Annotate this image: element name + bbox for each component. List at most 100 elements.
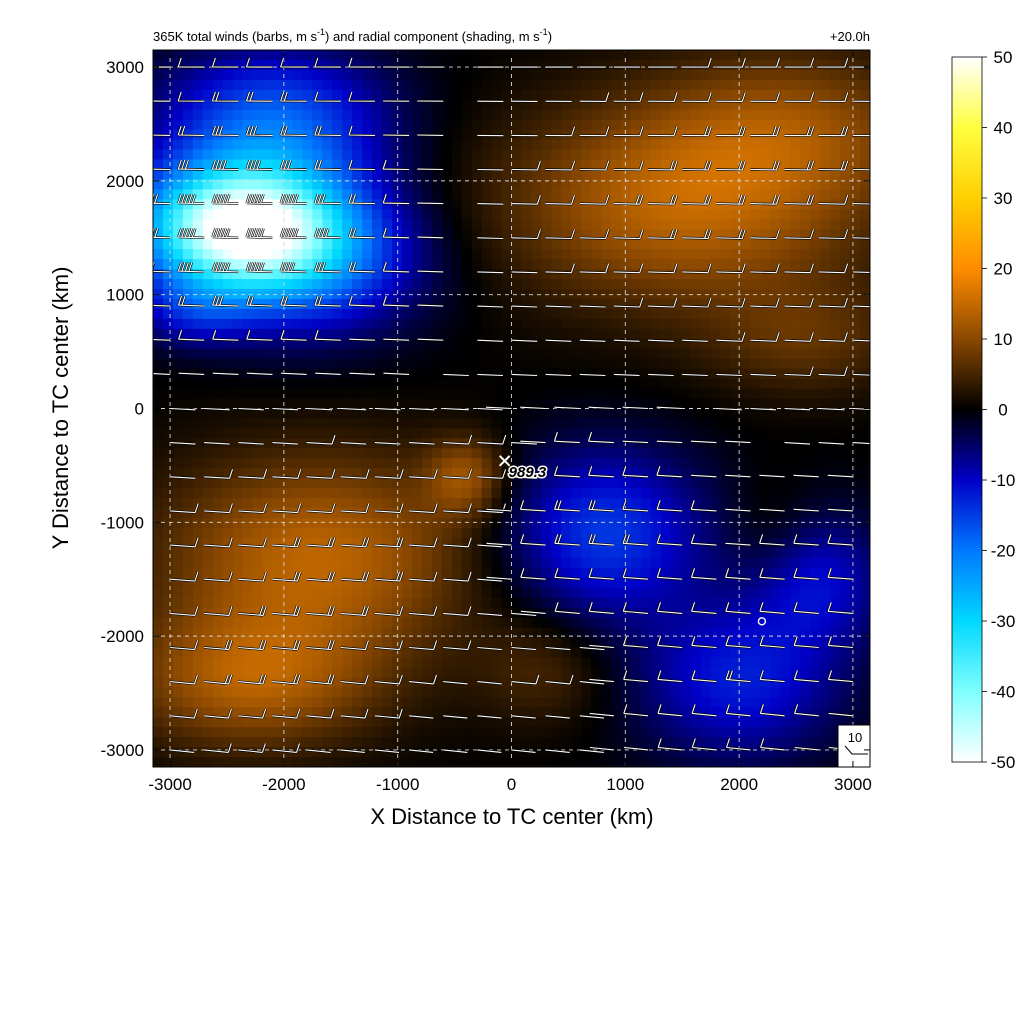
shade-cell bbox=[232, 219, 244, 230]
shade-cell bbox=[222, 627, 234, 639]
shade-cell bbox=[611, 627, 622, 639]
shade-cell bbox=[800, 59, 811, 71]
shade-cell bbox=[591, 557, 602, 569]
shade-cell bbox=[222, 318, 234, 330]
shade-cell bbox=[232, 637, 244, 649]
shade-cell bbox=[322, 418, 333, 430]
shade-cell bbox=[591, 318, 602, 330]
shade-cell bbox=[302, 547, 313, 559]
shade-cell bbox=[800, 119, 811, 131]
shade-cell bbox=[770, 229, 781, 240]
shade-cell bbox=[551, 119, 562, 131]
shade-cell bbox=[551, 239, 562, 250]
shade-cell bbox=[312, 179, 323, 191]
shade-cell bbox=[153, 139, 164, 151]
shade-cell bbox=[581, 537, 592, 549]
shade-cell bbox=[660, 567, 672, 579]
shade-cell bbox=[700, 179, 712, 191]
shade-cell bbox=[581, 308, 592, 320]
shade-cell bbox=[302, 398, 313, 410]
shade-cell bbox=[382, 458, 393, 469]
shade-cell bbox=[162, 59, 174, 71]
shade-cell bbox=[262, 747, 274, 758]
shade-cell bbox=[282, 109, 294, 121]
shade-cell bbox=[581, 637, 592, 649]
shade-cell bbox=[730, 59, 742, 71]
shade-cell bbox=[750, 747, 762, 758]
shade-cell bbox=[461, 458, 473, 469]
shade-cell bbox=[680, 448, 692, 459]
shade-cell bbox=[800, 757, 811, 767]
shade-cell bbox=[800, 388, 811, 400]
shade-cell bbox=[680, 478, 692, 489]
shade-cell bbox=[222, 547, 234, 559]
shade-cell bbox=[621, 607, 632, 619]
shade-cell bbox=[770, 269, 781, 280]
shade-cell bbox=[312, 428, 323, 439]
shade-cell bbox=[342, 50, 353, 61]
shade-cell bbox=[172, 338, 184, 350]
shade-cell bbox=[591, 717, 602, 728]
shade-cell bbox=[830, 239, 841, 250]
shade-cell bbox=[302, 528, 313, 539]
shade-cell bbox=[451, 259, 463, 270]
shade-cell bbox=[571, 697, 582, 708]
shade-cell bbox=[262, 737, 274, 748]
shade-cell bbox=[153, 169, 164, 181]
shade-cell bbox=[421, 637, 433, 649]
shade-cell bbox=[710, 159, 722, 171]
shade-cell bbox=[780, 279, 791, 290]
shade-cell bbox=[770, 518, 781, 529]
shade-cell bbox=[262, 657, 274, 669]
shade-cell bbox=[730, 328, 742, 340]
shade-cell bbox=[481, 617, 493, 629]
shade-cell bbox=[521, 169, 533, 181]
shade-cell bbox=[252, 528, 264, 539]
shade-cell bbox=[172, 269, 184, 280]
shade-cell bbox=[640, 99, 652, 111]
shade-cell bbox=[411, 109, 423, 121]
shade-cell bbox=[561, 50, 572, 61]
shade-cell bbox=[302, 667, 313, 678]
shade-cell bbox=[551, 69, 562, 81]
shade-cell bbox=[521, 388, 533, 400]
shade-cell bbox=[153, 747, 164, 758]
shade-cell bbox=[660, 677, 672, 688]
shade-cell bbox=[591, 338, 602, 350]
shade-cell bbox=[760, 657, 772, 669]
shade-cell bbox=[352, 59, 363, 71]
shade-cell bbox=[162, 428, 174, 439]
shade-cell bbox=[382, 647, 393, 659]
shade-cell bbox=[750, 478, 762, 489]
shade-cell bbox=[322, 328, 333, 340]
shade-cell bbox=[153, 259, 164, 270]
shade-cell bbox=[362, 667, 373, 678]
shade-cell bbox=[242, 717, 254, 728]
shade-cell bbox=[272, 358, 284, 370]
shade-cell bbox=[720, 358, 732, 370]
shade-cell bbox=[650, 537, 662, 549]
shade-cell bbox=[790, 209, 801, 220]
shade-cell bbox=[242, 398, 254, 410]
shade-cell bbox=[471, 279, 483, 290]
shade-cell bbox=[252, 567, 264, 579]
shade-cell bbox=[421, 528, 433, 539]
shade-cell bbox=[581, 209, 592, 220]
shade-cell bbox=[631, 279, 642, 290]
shade-cell bbox=[511, 458, 523, 469]
shade-cell bbox=[421, 368, 433, 380]
shade-cell bbox=[222, 408, 234, 420]
shade-cell bbox=[631, 577, 642, 589]
shade-cell bbox=[780, 687, 791, 698]
shade-cell bbox=[352, 597, 363, 609]
shade-cell bbox=[392, 59, 403, 71]
shade-cell bbox=[421, 518, 433, 529]
shade-cell bbox=[810, 368, 821, 380]
shade-cell bbox=[830, 428, 841, 439]
shade-cell bbox=[441, 269, 453, 280]
shade-cell bbox=[800, 737, 811, 748]
shade-cell bbox=[411, 318, 423, 330]
shade-cell bbox=[650, 249, 662, 260]
shade-cell bbox=[461, 189, 473, 200]
shade-cell bbox=[581, 488, 592, 499]
